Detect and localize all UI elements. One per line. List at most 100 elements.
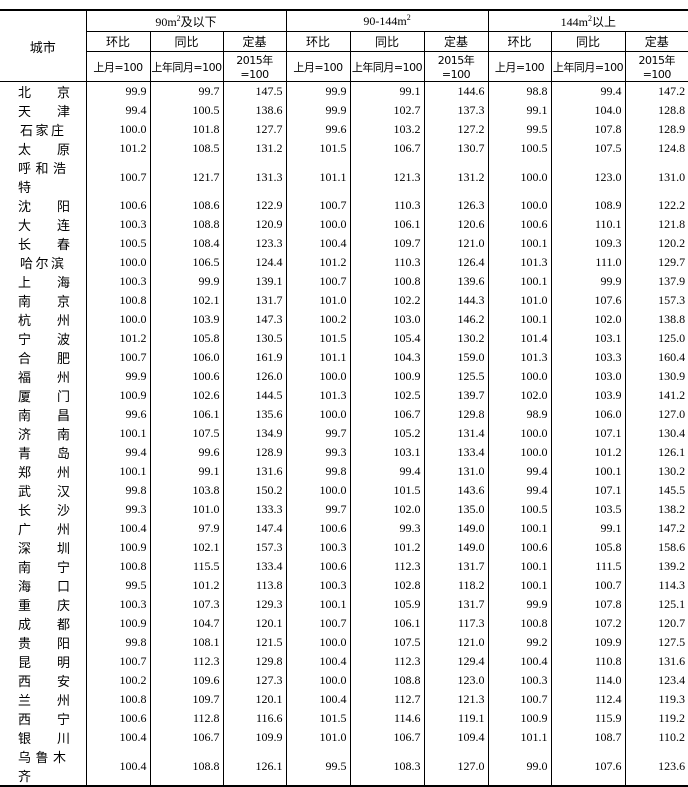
value-cell: 108.8 — [149, 747, 223, 786]
value-cell: 123.0 — [423, 671, 489, 690]
city-name: 天津 — [18, 105, 70, 120]
value-cell: 115.9 — [550, 709, 626, 728]
value-cell: 147.4 — [222, 519, 287, 538]
city-name-cell: 南宁 — [0, 557, 86, 576]
value-cell: 131.6 — [222, 462, 287, 481]
value-cell: 150.2 — [222, 481, 287, 500]
value-cell: 147.2 — [624, 81, 688, 101]
city-name-cell: 西安 — [0, 671, 86, 690]
value-cell: 104.7 — [149, 614, 223, 633]
value-cell: 116.6 — [222, 709, 287, 728]
value-cell: 99.9 — [149, 272, 223, 291]
value-cell: 131.0 — [624, 158, 688, 196]
value-cell: 100.1 — [487, 557, 552, 576]
city-name-cell: 天津 — [0, 101, 86, 120]
city-name-cell: 郑州 — [0, 462, 86, 481]
city-name: 济南 — [18, 428, 70, 443]
city-name-cell: 银川 — [0, 728, 86, 747]
value-cell: 100.7 — [85, 652, 150, 671]
value-cell: 100.6 — [285, 557, 351, 576]
city-name-cell: 兰州 — [0, 690, 86, 709]
value-cell: 149.0 — [423, 538, 489, 557]
value-cell: 99.9 — [285, 101, 351, 120]
city-name-cell: 成都 — [0, 614, 86, 633]
value-cell: 100.9 — [349, 367, 425, 386]
city-name-cell: 福州 — [0, 367, 86, 386]
value-cell: 145.5 — [624, 481, 688, 500]
value-cell: 112.4 — [550, 690, 626, 709]
table-row: 厦门 100.9 102.6 144.5 101.3 102.5 139.7 102.0 103… — [0, 386, 688, 405]
value-cell: 129.4 — [423, 652, 489, 671]
value-cell: 98.9 — [487, 405, 552, 424]
value-cell: 100.8 — [487, 614, 552, 633]
value-cell: 101.1 — [487, 728, 552, 747]
city-name: 北京 — [18, 86, 70, 101]
table-row: 重庆 100.3 107.3 129.3 100.1 105.9 131.7 99.9 107.… — [0, 595, 688, 614]
value-cell: 106.7 — [349, 405, 425, 424]
value-cell: 101.2 — [85, 139, 150, 158]
table-row: 太原 101.2 108.5 131.2 101.5 106.7 130.7 100.5 107… — [0, 139, 688, 158]
value-cell: 103.0 — [550, 367, 626, 386]
value-cell: 100.6 — [85, 196, 150, 215]
city-name: 南宁 — [18, 561, 70, 576]
value-cell: 100.8 — [85, 690, 150, 709]
value-cell: 137.3 — [423, 101, 489, 120]
value-cell: 102.0 — [487, 386, 552, 405]
value-cell: 109.7 — [349, 234, 425, 253]
value-cell: 131.2 — [222, 139, 287, 158]
base-header: 上年同月=100 — [149, 51, 224, 82]
value-cell: 99.5 — [85, 576, 150, 595]
value-cell: 99.7 — [285, 500, 351, 519]
value-cell: 107.5 — [550, 139, 626, 158]
value-cell: 131.4 — [423, 424, 489, 443]
table-row: 乌鲁木齐 100.4 108.8 126.1 99.5 108.3 127.0 99.0 107… — [0, 747, 688, 786]
value-cell: 120.9 — [222, 215, 287, 234]
value-cell: 103.8 — [149, 481, 223, 500]
base-header-row: 上月=100 上年同月=100 2015年=100 上月=100 上年同月=100 201… — [0, 51, 688, 82]
value-cell: 100.0 — [285, 405, 351, 424]
city-name: 深圳 — [18, 542, 70, 557]
value-cell: 110.2 — [624, 728, 688, 747]
value-cell: 100.9 — [487, 709, 552, 728]
value-cell: 103.0 — [349, 310, 425, 329]
city-name: 成都 — [18, 618, 70, 633]
city-name-cell: 沈阳 — [0, 196, 86, 215]
value-cell: 106.1 — [349, 614, 425, 633]
value-cell: 107.5 — [149, 424, 223, 443]
value-cell: 120.7 — [624, 614, 688, 633]
value-cell: 100.7 — [487, 690, 552, 709]
value-cell: 100.0 — [85, 310, 150, 329]
base-header: 上月=100 — [285, 51, 351, 82]
city-name: 贵阳 — [18, 637, 70, 652]
value-cell: 110.1 — [550, 215, 626, 234]
metric-header: 定基 — [423, 31, 489, 52]
city-name-cell: 西宁 — [0, 709, 86, 728]
value-cell: 106.7 — [349, 139, 425, 158]
value-cell: 125.1 — [624, 595, 688, 614]
value-cell: 124.8 — [624, 139, 688, 158]
metric-header: 定基 — [624, 31, 688, 52]
value-cell: 122.9 — [222, 196, 287, 215]
value-cell: 129.3 — [222, 595, 287, 614]
value-cell: 105.2 — [349, 424, 425, 443]
value-cell: 101.5 — [285, 709, 351, 728]
city-name-cell: 哈尔滨 — [0, 253, 86, 272]
value-cell: 100.3 — [85, 215, 150, 234]
value-cell: 125.5 — [423, 367, 489, 386]
value-cell: 127.0 — [624, 405, 688, 424]
table-row: 石家庄 100.0 101.8 127.7 99.6 103.2 127.2 99.5 107.… — [0, 120, 688, 139]
value-cell: 127.5 — [624, 633, 688, 652]
value-cell: 161.9 — [222, 348, 287, 367]
value-cell: 123.3 — [222, 234, 287, 253]
table-row: 兰州 100.8 109.7 120.1 100.4 112.7 121.3 100.7 112… — [0, 690, 688, 709]
value-cell: 119.3 — [624, 690, 688, 709]
city-name-cell: 贵阳 — [0, 633, 86, 652]
value-cell: 99.1 — [550, 519, 626, 538]
value-cell: 99.4 — [550, 81, 626, 101]
value-cell: 100.2 — [285, 310, 351, 329]
value-cell: 147.3 — [222, 310, 287, 329]
value-cell: 160.4 — [624, 348, 688, 367]
value-cell: 126.0 — [222, 367, 287, 386]
value-cell: 110.3 — [349, 196, 425, 215]
value-cell: 100.0 — [487, 443, 552, 462]
